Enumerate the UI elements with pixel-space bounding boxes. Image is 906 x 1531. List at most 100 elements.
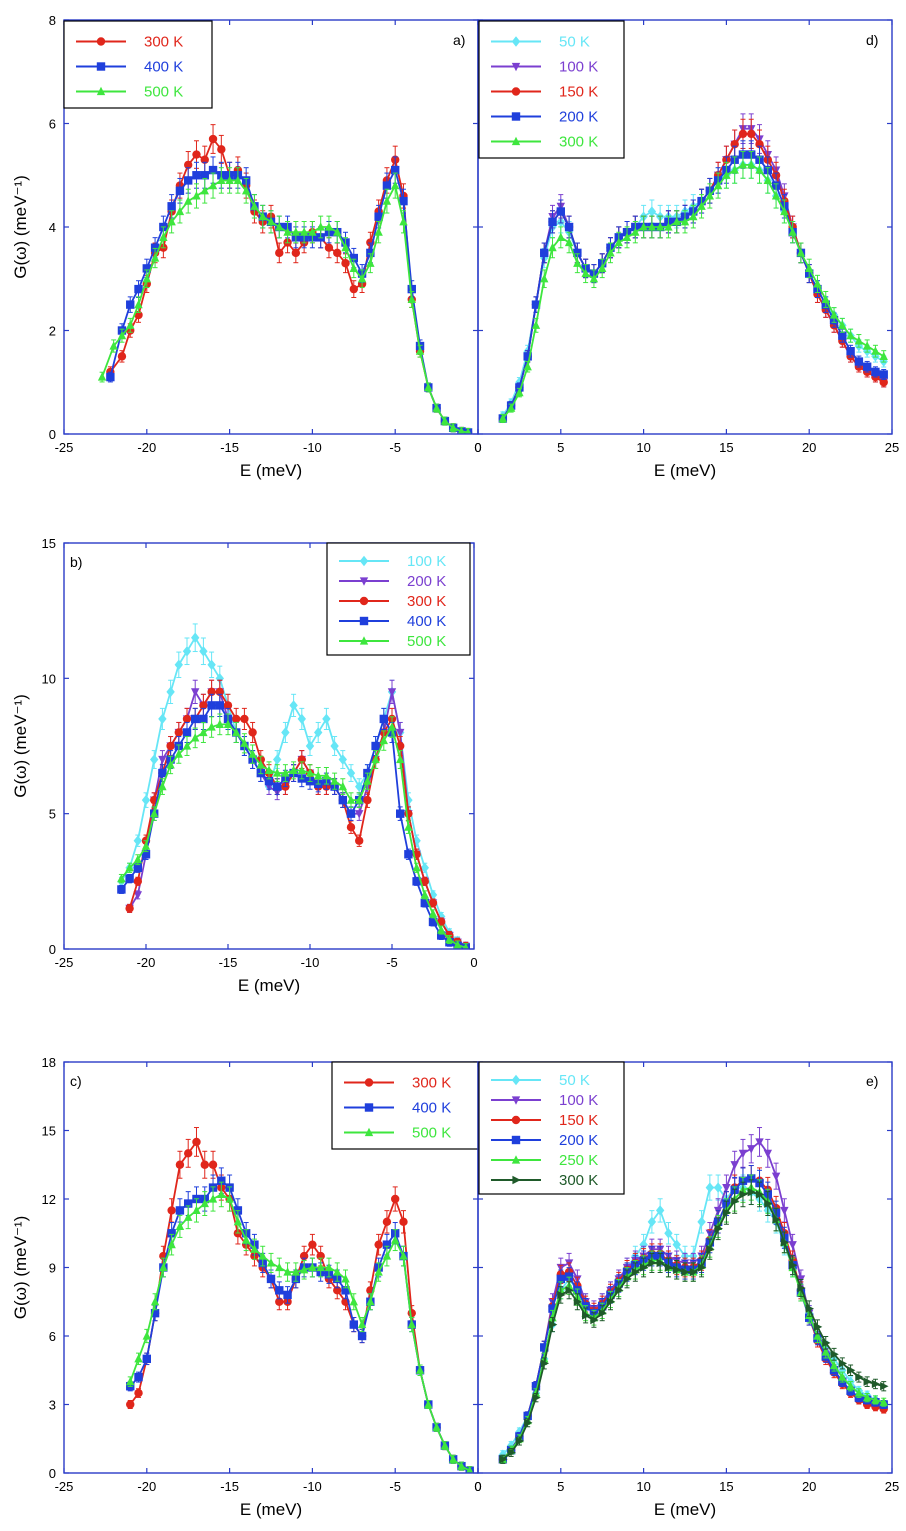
chart-panel-d: 0 5 10 15 20 25 d) E (meV) 50 K 100 K 150 K 200 K 30… bbox=[474, 19, 899, 480]
data-point bbox=[184, 196, 193, 205]
data-point bbox=[275, 248, 284, 258]
data-point bbox=[462, 942, 469, 949]
data-point bbox=[233, 1217, 243, 1226]
data-point bbox=[166, 686, 175, 698]
data-point bbox=[639, 222, 648, 231]
series-line bbox=[129, 1140, 471, 1472]
data-point bbox=[97, 372, 107, 381]
data-point bbox=[305, 740, 315, 752]
data-point bbox=[182, 714, 192, 724]
data-point bbox=[738, 129, 748, 139]
data-point bbox=[581, 268, 590, 278]
data-point bbox=[805, 1304, 814, 1313]
data-point bbox=[175, 1160, 185, 1169]
data-point bbox=[142, 1331, 151, 1340]
data-point bbox=[614, 237, 623, 247]
data-point bbox=[606, 1297, 616, 1306]
y-tick-label: 10 bbox=[42, 671, 56, 686]
series-300k bbox=[106, 124, 473, 434]
y-tick-label: 15 bbox=[42, 536, 56, 551]
data-point bbox=[106, 372, 115, 382]
data-point bbox=[184, 160, 193, 170]
data-point bbox=[412, 863, 421, 872]
data-point bbox=[167, 1239, 176, 1249]
data-point bbox=[349, 1320, 358, 1329]
data-point bbox=[217, 175, 226, 185]
data-point bbox=[846, 330, 855, 340]
data-point bbox=[531, 320, 541, 329]
data-point bbox=[739, 1190, 748, 1199]
data-point bbox=[404, 850, 413, 859]
data-point bbox=[565, 1286, 574, 1295]
x-tick-label: -25 bbox=[55, 955, 74, 970]
x-tick-label: 20 bbox=[802, 1479, 816, 1494]
series-50k bbox=[498, 1174, 888, 1460]
legend: 300 K 400 K 500 K bbox=[331, 1061, 479, 1150]
series-300k bbox=[498, 151, 888, 423]
x-axis-label: E (meV) bbox=[238, 976, 300, 995]
series-layer bbox=[117, 623, 470, 949]
data-point bbox=[556, 1274, 565, 1284]
data-point bbox=[655, 1205, 665, 1216]
legend-swatch-marker bbox=[96, 62, 106, 71]
data-point bbox=[464, 427, 472, 434]
data-point bbox=[404, 822, 413, 831]
data-point bbox=[507, 1448, 516, 1457]
data-point bbox=[424, 382, 433, 392]
data-point bbox=[308, 1240, 317, 1249]
series-line bbox=[502, 1177, 884, 1460]
data-point bbox=[273, 768, 282, 777]
data-point bbox=[184, 176, 193, 185]
data-point bbox=[248, 749, 257, 758]
data-point bbox=[175, 186, 185, 195]
data-point bbox=[846, 347, 855, 356]
data-point bbox=[192, 1137, 201, 1147]
data-point bbox=[199, 727, 208, 737]
y-tick-label: 8 bbox=[49, 13, 56, 28]
legend-entry-label: 200 K bbox=[559, 109, 598, 126]
data-point bbox=[324, 1262, 334, 1272]
data-point bbox=[191, 714, 200, 724]
data-point bbox=[556, 207, 565, 216]
data-point bbox=[813, 1322, 823, 1332]
data-point bbox=[880, 1382, 889, 1391]
data-point bbox=[264, 776, 274, 786]
data-point bbox=[598, 1308, 607, 1318]
data-point bbox=[158, 713, 167, 725]
legend-entry-label: 150 K bbox=[559, 1112, 598, 1129]
data-point bbox=[199, 714, 208, 724]
chart-panel-c: -25 -20 -15 -10 -5 0 0 3 6 9 12 15 18 c) E (meV) G(ω) (… bbox=[11, 1055, 482, 1519]
series-500k bbox=[126, 1181, 474, 1473]
data-point bbox=[730, 1161, 739, 1170]
y-tick-label: 3 bbox=[49, 1398, 56, 1413]
legend-swatch-marker bbox=[511, 136, 521, 146]
data-point bbox=[192, 1205, 201, 1215]
data-point bbox=[415, 1365, 425, 1374]
data-point bbox=[142, 273, 151, 283]
data-point bbox=[813, 279, 822, 288]
data-point bbox=[763, 175, 772, 185]
data-point bbox=[573, 258, 582, 267]
data-point bbox=[854, 1388, 864, 1397]
data-point bbox=[664, 1228, 673, 1239]
data-point bbox=[297, 765, 306, 774]
data-point bbox=[589, 273, 599, 283]
data-point bbox=[531, 300, 541, 309]
data-point bbox=[863, 1377, 872, 1386]
data-point bbox=[355, 781, 364, 792]
data-point bbox=[838, 320, 847, 329]
data-point bbox=[314, 770, 323, 780]
series-100k bbox=[117, 623, 470, 949]
data-point bbox=[289, 765, 298, 774]
data-point bbox=[540, 273, 549, 283]
y-tick-label: 12 bbox=[42, 1192, 56, 1207]
data-point bbox=[846, 1381, 855, 1390]
data-point bbox=[573, 1297, 583, 1306]
data-point bbox=[182, 728, 192, 737]
data-point bbox=[357, 1319, 367, 1329]
x-tick-label: 15 bbox=[719, 1479, 733, 1494]
data-point bbox=[200, 171, 209, 180]
series-200k bbox=[125, 679, 470, 949]
data-point bbox=[664, 222, 673, 231]
data-point bbox=[357, 1331, 367, 1341]
